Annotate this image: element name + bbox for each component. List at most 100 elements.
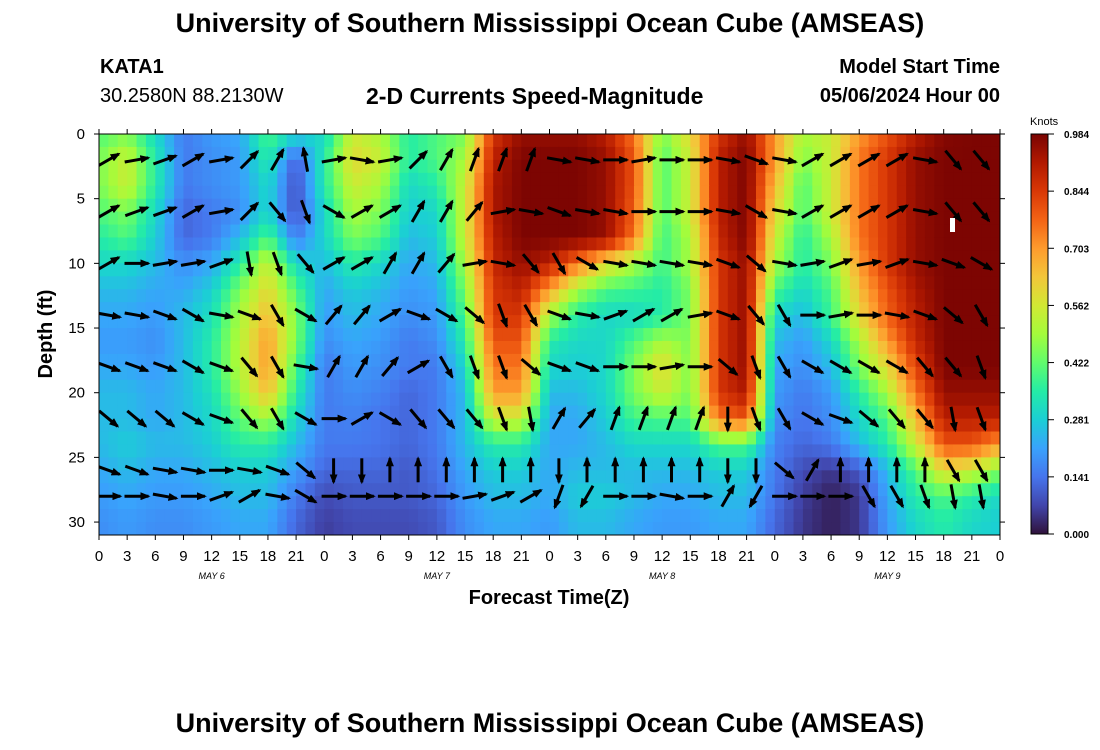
- heatmap-cell: [746, 405, 757, 420]
- heatmap-cell: [230, 276, 241, 290]
- heatmap-cell: [849, 328, 860, 342]
- x-tick-label: 0: [771, 548, 779, 565]
- heatmap-cell: [117, 470, 128, 484]
- heatmap-cell: [267, 379, 278, 394]
- y-tick-label: 20: [68, 385, 85, 402]
- heatmap-cell: [465, 340, 476, 355]
- current-arrow: [294, 488, 318, 504]
- heatmap-cell: [493, 263, 504, 277]
- heatmap-cell: [915, 211, 926, 226]
- heatmap-cell: [737, 237, 748, 252]
- heatmap-cell: [906, 340, 917, 355]
- heatmap-cell: [680, 315, 691, 329]
- heatmap-cell: [155, 379, 166, 394]
- heatmap-cell: [831, 457, 842, 471]
- heatmap-cell: [371, 198, 382, 213]
- heatmap-cell: [971, 250, 982, 264]
- heatmap-cell: [99, 263, 109, 277]
- heatmap-cell: [737, 509, 748, 523]
- heatmap-cell: [831, 224, 842, 239]
- heatmap-cell: [643, 198, 654, 213]
- heatmap-cell: [296, 315, 307, 329]
- heatmap-cell: [117, 483, 128, 497]
- heatmap-cell: [549, 172, 560, 187]
- heatmap-cell: [840, 483, 851, 497]
- heatmap-cell: [868, 328, 879, 342]
- heatmap-cell: [436, 198, 447, 213]
- heatmap-cell: [521, 134, 532, 148]
- heatmap-cell: [455, 340, 466, 355]
- current-arrow: [378, 204, 403, 219]
- heatmap-cell: [906, 263, 917, 277]
- heatmap-cell: [145, 470, 156, 484]
- current-arrow: [300, 146, 310, 172]
- heatmap-cell: [680, 431, 691, 446]
- heatmap-cell: [877, 418, 888, 433]
- heatmap-cell: [680, 379, 691, 394]
- heatmap-cell: [502, 496, 513, 510]
- heatmap-cell: [652, 470, 663, 484]
- heatmap-cell: [418, 483, 429, 497]
- heatmap-cell: [192, 237, 203, 252]
- heatmap-cell: [793, 237, 804, 252]
- heatmap-cell: [755, 250, 766, 264]
- heatmap-cell: [915, 444, 926, 458]
- x-tick-label: 15: [457, 548, 474, 565]
- heatmap-cell: [418, 159, 429, 174]
- heatmap-cell: [962, 134, 973, 148]
- heatmap-cell: [127, 315, 138, 329]
- x-tick-label: 18: [485, 548, 502, 565]
- heatmap-cell: [849, 509, 860, 523]
- heatmap-cell: [915, 172, 926, 187]
- heatmap-cell: [239, 198, 250, 213]
- heatmap-cell: [267, 211, 278, 226]
- heatmap-cell: [305, 159, 316, 174]
- heatmap-cell: [755, 405, 766, 420]
- heatmap-cell: [296, 224, 307, 239]
- heatmap-cell: [981, 250, 992, 264]
- heatmap-cell: [389, 172, 400, 187]
- heatmap-cell: [906, 470, 917, 484]
- heatmap-cell: [990, 366, 1000, 381]
- heatmap-cell: [296, 431, 307, 446]
- heatmap-cell: [671, 470, 682, 484]
- heatmap-cell: [906, 483, 917, 497]
- heatmap-cell: [615, 250, 626, 264]
- heatmap-cell: [127, 224, 138, 239]
- heatmap-cell: [746, 431, 757, 446]
- current-arrow: [944, 149, 963, 171]
- heatmap-cell: [943, 522, 954, 535]
- heatmap-cell: [465, 366, 476, 381]
- heatmap-cell: [812, 431, 823, 446]
- heatmap-cell: [699, 185, 710, 200]
- heatmap-cell: [746, 522, 757, 535]
- heatmap-cell: [521, 289, 532, 303]
- heatmap-cell: [108, 379, 119, 394]
- heatmap-cell: [831, 328, 842, 342]
- heatmap-cell: [755, 289, 766, 303]
- heatmap-cell: [389, 315, 400, 329]
- heatmap-cell: [192, 431, 203, 446]
- heatmap-cell: [286, 353, 297, 368]
- heatmap-cell: [915, 366, 926, 381]
- heatmap-cell: [521, 237, 532, 252]
- heatmap-cell: [896, 263, 907, 277]
- heatmap-cell: [371, 237, 382, 252]
- heatmap-cell: [962, 509, 973, 523]
- heatmap-cell: [540, 185, 551, 200]
- x-tick-label: 0: [320, 548, 328, 565]
- heatmap-cell: [521, 418, 532, 433]
- heatmap-cell: [877, 172, 888, 187]
- heatmap-cell: [474, 237, 485, 252]
- heatmap-cell: [558, 418, 569, 433]
- heatmap-cell: [812, 250, 823, 264]
- heatmap-cell: [924, 457, 935, 471]
- heatmap-cell: [540, 224, 551, 239]
- heatmap-cell: [314, 276, 325, 290]
- heatmap-cell: [633, 522, 644, 535]
- heatmap-cell: [924, 172, 935, 187]
- heatmap-cell: [615, 134, 626, 148]
- colorbar-tick-label: 0.422: [1064, 359, 1089, 370]
- heatmap-cell: [314, 328, 325, 342]
- heatmap-cell: [352, 353, 363, 368]
